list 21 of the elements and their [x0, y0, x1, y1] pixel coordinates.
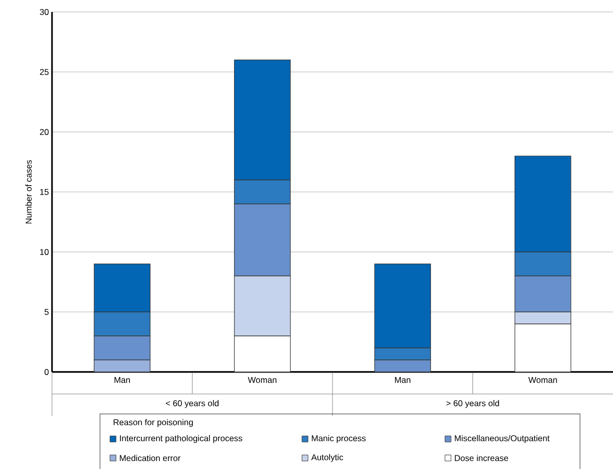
- y-tick-label: 5: [44, 309, 49, 315]
- x-tick-label: Woman: [528, 377, 557, 383]
- legend-label: Medication error: [120, 454, 180, 462]
- legend-label: Dose increase: [454, 454, 508, 462]
- legend-label: Miscellaneous/Outpatient: [454, 435, 550, 443]
- y-tick-label: 25: [40, 68, 49, 75]
- legend-label: Intercurrent pathological process: [120, 435, 242, 443]
- y-tick-label: 30: [40, 8, 49, 15]
- y-tick-label: 20: [40, 128, 49, 135]
- y-tick-label: 15: [40, 189, 49, 195]
- y-tick-label: 0: [44, 368, 49, 375]
- y-tick-label: 10: [40, 248, 49, 255]
- x-tick-label: Woman: [248, 377, 276, 383]
- y-axis-title: Number of cases: [25, 160, 32, 224]
- x-tick-label: Man: [395, 377, 410, 383]
- legend-label: Autolytic: [311, 454, 344, 462]
- legend-label: Manic process: [312, 435, 366, 443]
- legend-title: Reason for poisoning: [114, 419, 193, 427]
- x-tick-label: Man: [114, 377, 130, 383]
- text: > 60 years old: [446, 400, 499, 408]
- text: < 60 years old: [166, 400, 219, 408]
